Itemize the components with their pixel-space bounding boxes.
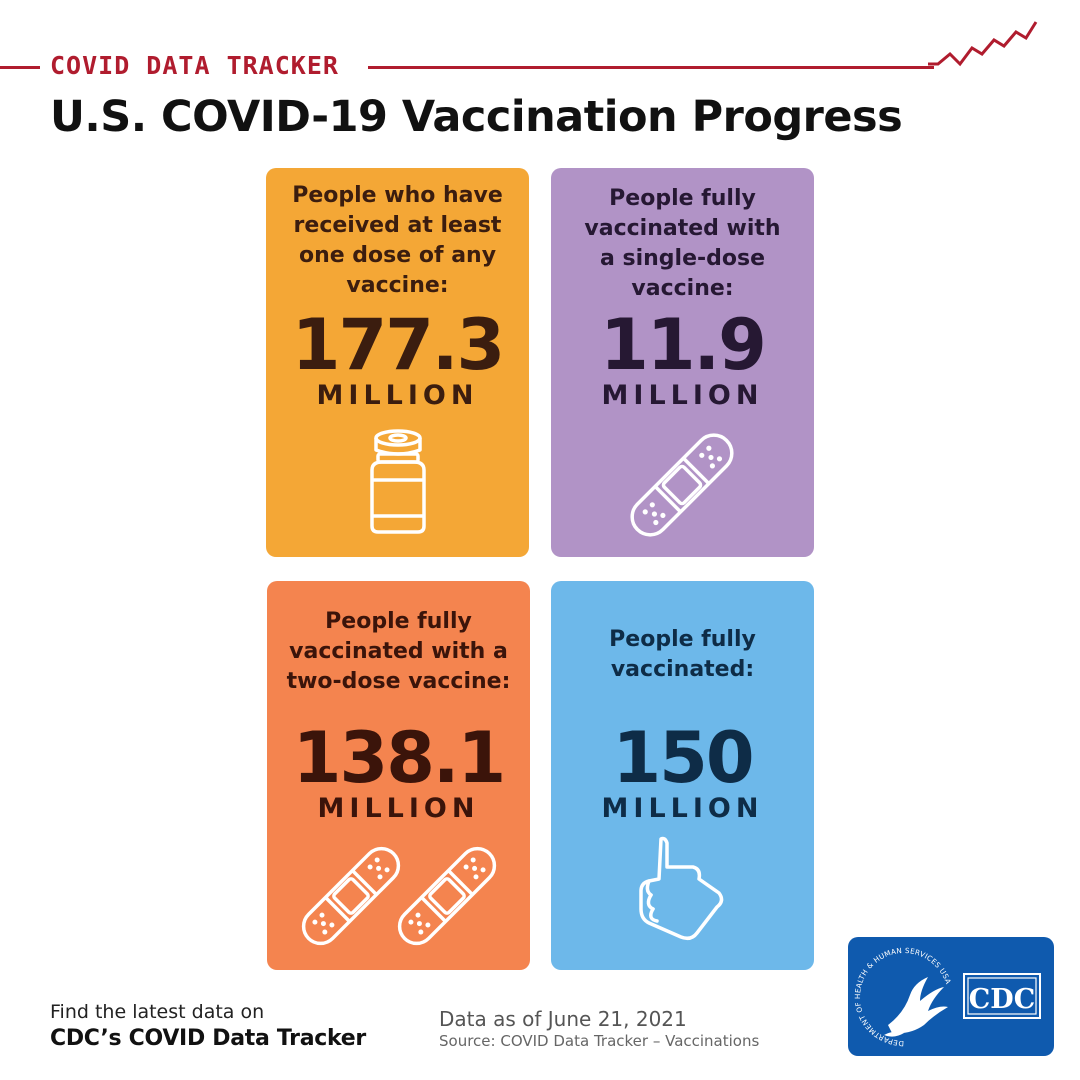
card-label-line: two-dose vaccine: — [286, 669, 511, 694]
card-label: People fully vaccinated with a two-dose … — [275, 607, 522, 697]
card-unit: MILLION — [601, 793, 764, 824]
data-source: Source: COVID Data Tracker – Vaccination… — [439, 1032, 760, 1050]
card-label-line: People fully — [609, 627, 756, 652]
card-value: 11.9 — [600, 304, 767, 386]
card-label-line: vaccinated: — [610, 657, 755, 682]
card-label: People who have received at least one do… — [274, 181, 521, 301]
stat-card-at-least-one-dose: People who have received at least one do… — [266, 168, 529, 557]
trend-line-icon — [928, 21, 1038, 67]
vaccine-vial-icon — [370, 429, 426, 534]
data-as-of-date: Data as of June 21, 2021 — [439, 1007, 687, 1031]
cdc-hhs-logo: DEPARTMENT OF HEALTH & HUMAN SERVICES US… — [848, 937, 1054, 1056]
card-unit: MILLION — [601, 380, 764, 411]
thumbs-up-icon — [639, 836, 724, 941]
card-label-line: People who have — [292, 183, 503, 208]
card-label-line: vaccine: — [346, 273, 449, 298]
card-value: 138.1 — [292, 717, 506, 799]
card-label-line: vaccinated with — [584, 216, 781, 241]
tracker-label: COVID DATA TRACKER — [50, 51, 339, 80]
card-label-line: a single-dose — [599, 246, 766, 271]
card-label-line: one dose of any — [298, 243, 497, 268]
cdc-wordmark: CDC — [969, 984, 1035, 1015]
card-unit: MILLION — [317, 793, 480, 824]
card-label-line: People fully — [325, 609, 472, 634]
bandage-icon — [630, 433, 734, 537]
card-value: 150 — [612, 717, 754, 799]
footer-find-latest: Find the latest data on — [50, 1001, 265, 1023]
footer-tracker-name: CDC’s COVID Data Tracker — [50, 1026, 366, 1051]
header-rule-left — [0, 66, 40, 69]
card-label-line: vaccine: — [631, 276, 734, 301]
card-label-line: received at least — [293, 213, 502, 238]
two-bandages-icon — [301, 846, 497, 946]
card-label: People fully vaccinated with a single-do… — [559, 184, 806, 304]
header-rule-right — [368, 66, 934, 69]
stat-card-fully-vaccinated: People fully vaccinated: 150 MILLION — [551, 581, 814, 970]
card-label: People fully vaccinated: — [559, 625, 806, 685]
card-label-line: vaccinated with a — [289, 639, 508, 664]
page-title: U.S. COVID-19 Vaccination Progress — [50, 92, 903, 142]
card-label-line: People fully — [609, 186, 756, 211]
card-value: 177.3 — [291, 304, 505, 386]
hhs-eagle-icon: DEPARTMENT OF HEALTH & HUMAN SERVICES US… — [853, 946, 1041, 1048]
stat-card-single-dose: People fully vaccinated with a single-do… — [551, 168, 814, 557]
stat-card-two-dose: People fully vaccinated with a two-dose … — [267, 581, 530, 970]
card-unit: MILLION — [316, 380, 479, 411]
